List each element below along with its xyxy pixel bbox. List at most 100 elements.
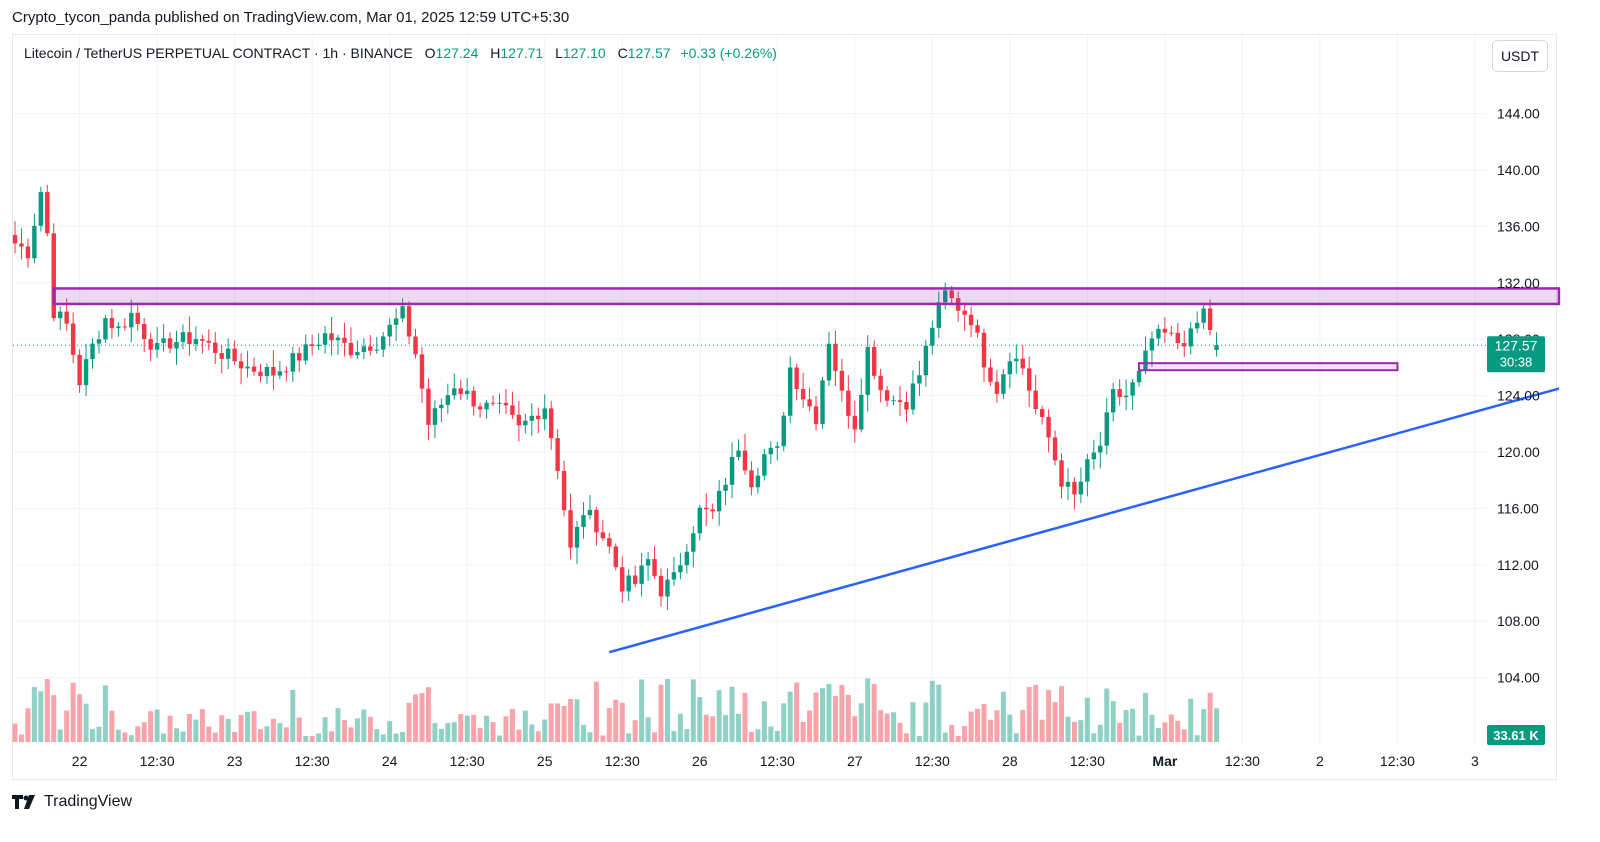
volume-bar bbox=[1033, 684, 1039, 742]
price-axis: 144.00140.00136.00132.00128.00124.00120.… bbox=[1497, 106, 1540, 686]
volume-bar bbox=[70, 682, 76, 742]
volume-bar bbox=[44, 679, 50, 742]
candle-body bbox=[258, 371, 263, 377]
volume-bar bbox=[955, 735, 961, 742]
volume-bar bbox=[25, 708, 31, 742]
volume-bar bbox=[535, 731, 541, 742]
last-price-tag[interactable] bbox=[1487, 336, 1545, 373]
volume-bar bbox=[1175, 720, 1181, 742]
candle-body bbox=[1007, 361, 1013, 375]
candle-body bbox=[600, 532, 606, 539]
volume-bar bbox=[968, 711, 974, 742]
candle-body bbox=[90, 343, 95, 360]
volume-bar bbox=[471, 714, 477, 742]
volume-bar bbox=[658, 684, 664, 742]
volume-bar bbox=[529, 724, 535, 742]
volume-bar bbox=[199, 709, 205, 742]
candle-body bbox=[620, 567, 625, 592]
bar-countdown-label: 30:38 bbox=[1500, 354, 1533, 369]
candle-body bbox=[678, 565, 683, 573]
volume-bar bbox=[64, 710, 70, 742]
footer-brand[interactable]: TradingView bbox=[12, 793, 132, 811]
candle-body bbox=[1014, 358, 1019, 362]
last-volume-tag[interactable] bbox=[1487, 725, 1545, 745]
volume-bar bbox=[613, 699, 619, 742]
volume-bar bbox=[361, 709, 367, 742]
candle-body bbox=[568, 510, 573, 548]
volume-bar bbox=[561, 705, 567, 742]
volume-bar bbox=[1110, 701, 1116, 742]
candle-body bbox=[781, 415, 786, 447]
volume-bar bbox=[626, 733, 632, 742]
volume-bar bbox=[632, 720, 638, 742]
candle-body bbox=[316, 344, 321, 347]
volume-bar bbox=[981, 704, 987, 742]
volume-bar bbox=[354, 718, 360, 742]
chart-panel[interactable] bbox=[12, 34, 1557, 780]
time-tick-label: 23 bbox=[227, 753, 243, 769]
candle-body bbox=[852, 415, 857, 430]
candle-body bbox=[122, 326, 128, 328]
candle-body bbox=[555, 438, 560, 471]
candle-body bbox=[180, 332, 186, 342]
volume-bar bbox=[322, 717, 328, 742]
volume-bar bbox=[167, 715, 173, 742]
volume-bar bbox=[929, 680, 935, 742]
candle-body bbox=[322, 333, 328, 345]
volume-bar bbox=[122, 732, 128, 742]
volume-bar bbox=[903, 733, 909, 742]
candle-body bbox=[736, 450, 741, 457]
candle-body bbox=[439, 404, 444, 409]
currency-unit-button[interactable]: USDT bbox=[1492, 40, 1548, 72]
grid-lines bbox=[13, 35, 1486, 745]
candle-body bbox=[25, 246, 31, 259]
candle-body bbox=[290, 353, 295, 372]
volume-bar bbox=[1136, 735, 1142, 742]
candle-body bbox=[348, 342, 354, 356]
candle-body bbox=[684, 551, 690, 566]
volume-bar bbox=[677, 713, 683, 742]
volume-bar bbox=[826, 683, 832, 742]
candle-body bbox=[58, 311, 63, 319]
publish-info: Crypto_tycon_panda published on TradingV… bbox=[12, 9, 570, 26]
candle-body bbox=[697, 507, 702, 534]
volume-bar bbox=[380, 734, 386, 742]
candle-body bbox=[1194, 322, 1200, 329]
candle-body bbox=[1098, 445, 1103, 453]
volume-bar bbox=[316, 733, 322, 742]
volume-bar bbox=[270, 718, 276, 742]
volume-bar bbox=[174, 728, 179, 742]
volume-bar bbox=[419, 693, 425, 742]
time-tick-label: 2 bbox=[1316, 753, 1324, 769]
volume-bar bbox=[251, 711, 257, 742]
volume-bar bbox=[406, 702, 412, 742]
volume-bar bbox=[393, 733, 399, 742]
volume-bar bbox=[690, 679, 696, 742]
volume-bar bbox=[555, 703, 561, 742]
candle-body bbox=[45, 192, 50, 234]
volume-bar bbox=[522, 710, 528, 742]
volume-bar bbox=[962, 726, 968, 742]
volume-bar bbox=[975, 708, 981, 742]
candle-body bbox=[393, 318, 399, 325]
candle-body bbox=[613, 546, 618, 568]
volume-bar bbox=[916, 735, 922, 742]
high-value: 127.71 bbox=[500, 45, 544, 61]
candle-body bbox=[129, 312, 134, 328]
volume-bar bbox=[309, 735, 315, 742]
volume-bar bbox=[1052, 702, 1058, 742]
candle-body bbox=[988, 367, 993, 382]
candle-body bbox=[1046, 416, 1051, 438]
candle-body bbox=[200, 339, 205, 341]
candle-body bbox=[381, 336, 386, 350]
time-tick-label: 12:30 bbox=[450, 753, 485, 769]
candle-body bbox=[1136, 370, 1142, 383]
volume-bar bbox=[283, 727, 289, 742]
candle-body bbox=[1156, 328, 1161, 339]
candle-body bbox=[632, 575, 638, 584]
volume-bar bbox=[102, 685, 108, 742]
candle-body bbox=[32, 225, 37, 259]
volume-bar bbox=[374, 729, 380, 742]
candle-body bbox=[1188, 328, 1193, 347]
